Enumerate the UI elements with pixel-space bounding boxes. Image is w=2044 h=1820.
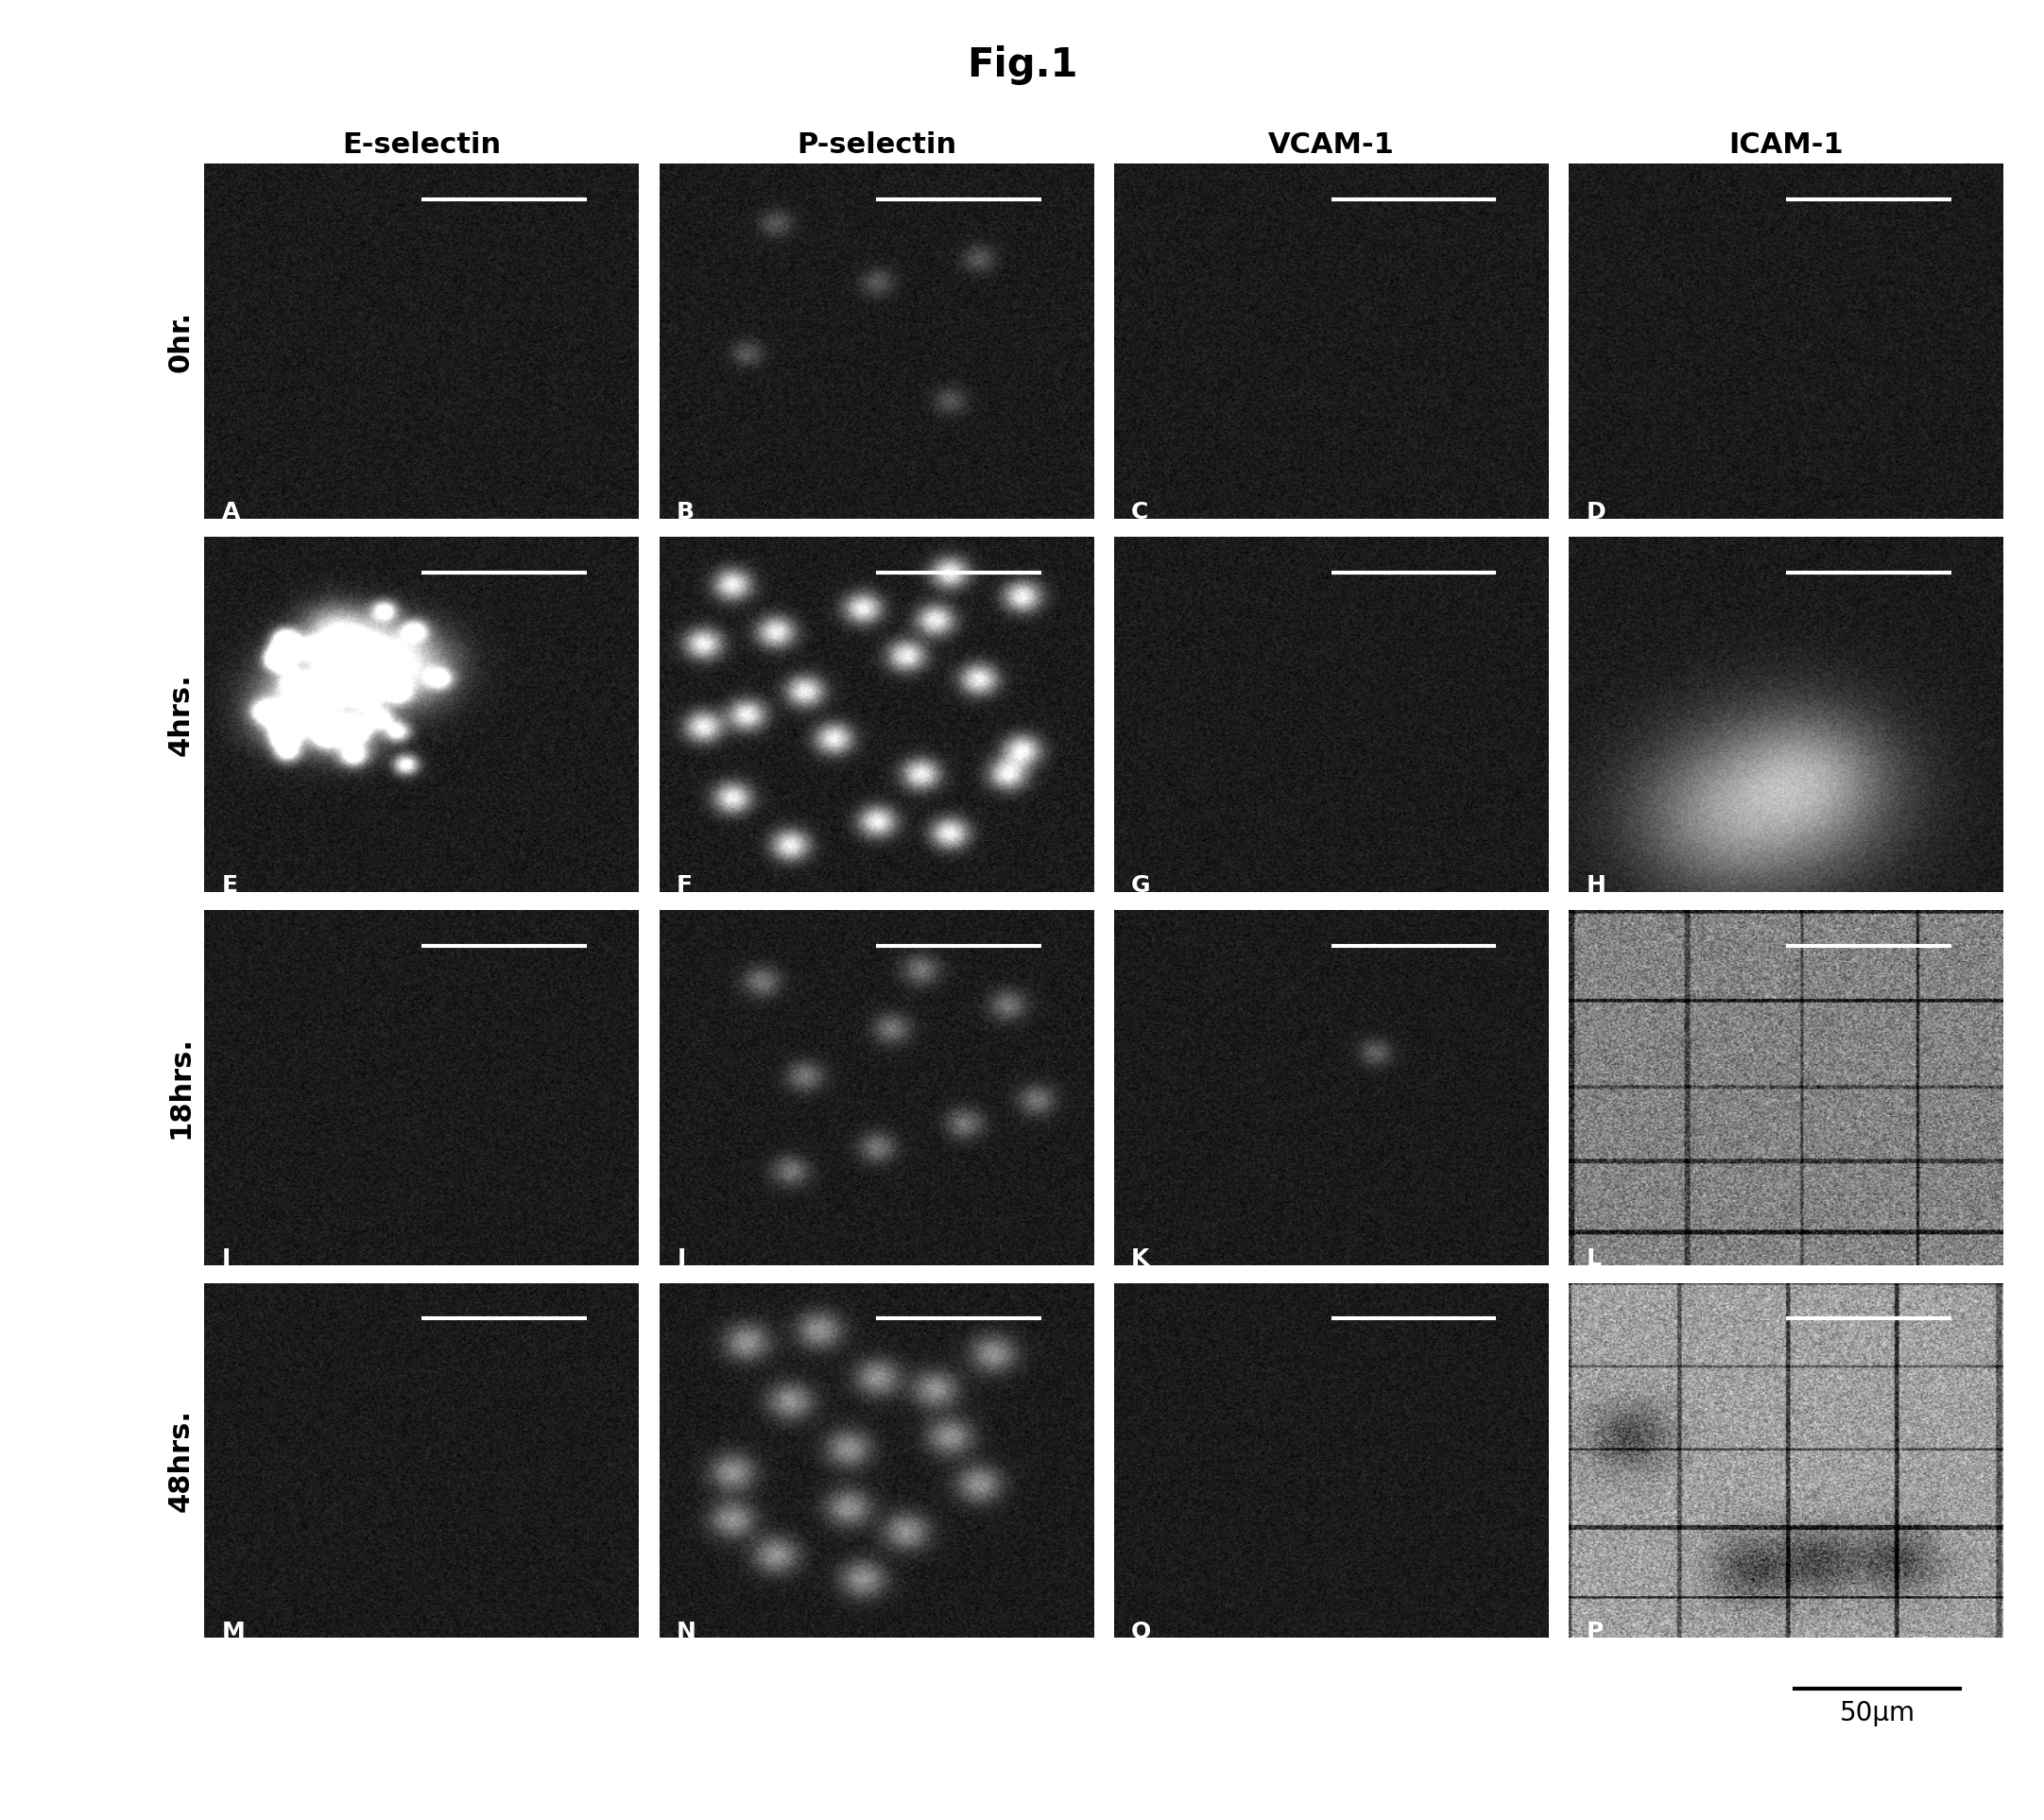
Text: L: L xyxy=(1586,1247,1600,1270)
Text: O: O xyxy=(1132,1620,1151,1643)
Text: 48hrs.: 48hrs. xyxy=(168,1409,194,1512)
Text: M: M xyxy=(221,1620,245,1643)
Text: C: C xyxy=(1132,501,1149,524)
Text: E: E xyxy=(221,874,237,897)
Text: G: G xyxy=(1132,874,1151,897)
Text: 0hr.: 0hr. xyxy=(168,311,194,371)
Text: B: B xyxy=(677,501,695,524)
Text: P: P xyxy=(1586,1620,1602,1643)
Text: 50μm: 50μm xyxy=(1840,1700,1915,1727)
Text: ICAM-1: ICAM-1 xyxy=(1729,131,1844,158)
Text: P-selectin: P-selectin xyxy=(797,131,957,158)
Text: 18hrs.: 18hrs. xyxy=(168,1036,194,1139)
Text: A: A xyxy=(221,501,239,524)
Text: K: K xyxy=(1132,1247,1149,1270)
Text: I: I xyxy=(221,1247,231,1270)
Text: VCAM-1: VCAM-1 xyxy=(1267,131,1394,158)
Text: F: F xyxy=(677,874,693,897)
Text: E-selectin: E-selectin xyxy=(341,131,501,158)
Text: Fig.1: Fig.1 xyxy=(967,46,1077,86)
Text: J: J xyxy=(677,1247,685,1270)
Text: D: D xyxy=(1586,501,1607,524)
Text: 4hrs.: 4hrs. xyxy=(168,673,194,755)
Text: H: H xyxy=(1586,874,1607,897)
Text: N: N xyxy=(677,1620,697,1643)
